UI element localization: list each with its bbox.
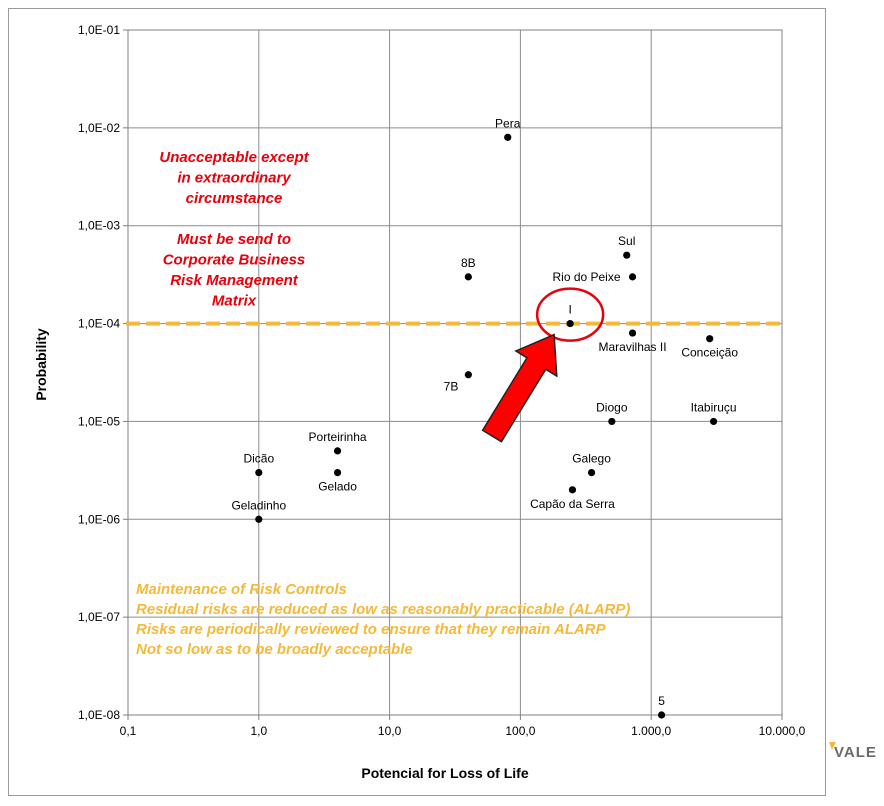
data-point-label: I xyxy=(568,303,571,317)
data-point-label: Capão da Serra xyxy=(530,497,615,511)
chart-frame xyxy=(8,8,826,796)
data-point-label: 5 xyxy=(658,694,665,708)
data-point xyxy=(255,468,263,477)
red-annotation-line: Unacceptable except xyxy=(159,149,309,166)
y-tick-label: 1,0E-04 xyxy=(78,317,120,331)
data-point xyxy=(628,273,637,281)
vale-logo-mark xyxy=(829,742,836,750)
data-point-label: 7B xyxy=(444,380,459,394)
data-point xyxy=(255,515,263,523)
highlight-arrow xyxy=(481,333,558,443)
data-point xyxy=(333,447,342,455)
data-point-label: Diogo xyxy=(596,400,628,414)
highlight-circle xyxy=(535,287,605,342)
y-tick-label: 1,0E-08 xyxy=(78,708,120,722)
vale-logo-text: VALE xyxy=(834,744,877,761)
data-point-label: Rio do Peixe xyxy=(552,270,620,284)
data-point-label: Geladinho xyxy=(231,498,286,512)
data-point-label: Sul xyxy=(618,234,635,248)
data-point-label: Conceição xyxy=(681,346,738,360)
data-point xyxy=(710,417,718,426)
data-point xyxy=(657,711,666,719)
red-annotation-line: Corporate Business xyxy=(163,252,306,269)
data-point xyxy=(568,486,577,494)
y-tick-label: 1,0E-03 xyxy=(78,219,120,233)
red-annotation-line: Risk Management xyxy=(170,272,299,289)
red-annotation-line: Must be send to xyxy=(177,231,291,248)
x-tick-label: 10,0 xyxy=(378,724,402,738)
y-tick-label: 1,0E-07 xyxy=(78,610,120,624)
red-annotation-line: Matrix xyxy=(212,293,257,310)
red-annotation-line: in extraordinary xyxy=(177,170,291,187)
y-axis-title: Probability xyxy=(33,328,49,401)
data-point xyxy=(628,329,637,337)
x-tick-label: 0,1 xyxy=(120,724,137,738)
red-annotation-line: circumstance xyxy=(186,190,283,207)
data-point-label: Dicão xyxy=(243,452,274,466)
data-point xyxy=(706,335,714,343)
x-tick-label: 100,0 xyxy=(505,724,535,738)
yellow-annotation-line: Residual risks are reduced as low as rea… xyxy=(136,601,630,618)
data-point-label: Itabiruçu xyxy=(691,400,737,414)
plot-area-border xyxy=(127,29,783,716)
yellow-annotation-line: Risks are periodically reviewed to ensur… xyxy=(136,621,607,638)
y-tick-label: 1,0E-02 xyxy=(78,121,120,135)
x-axis-title: Potencial for Loss of Life xyxy=(361,765,528,781)
x-tick-label: 10.000,0 xyxy=(759,724,806,738)
highlight-layer xyxy=(481,287,605,443)
note-layer: Unacceptable except in extraordinary circu… xyxy=(136,149,630,658)
x-tick-label: 1.000,0 xyxy=(631,724,671,738)
data-point-label: Galego xyxy=(572,452,611,466)
data-point xyxy=(464,273,472,281)
data-point xyxy=(608,417,616,426)
data-point-label: Maravilhas II xyxy=(599,340,667,354)
data-point-label: Gelado xyxy=(318,480,357,494)
yellow-annotation-line: Not so low as to be broadly acceptable xyxy=(136,641,413,658)
data-point xyxy=(464,371,472,379)
x-tick-label: 1,0 xyxy=(250,724,267,738)
y-tick-label: 1,0E-06 xyxy=(78,512,120,526)
data-point-label: Porteirinha xyxy=(309,430,367,444)
data-point-label: Pera xyxy=(495,116,521,130)
y-tick-label: 1,0E-01 xyxy=(78,23,120,37)
data-point-label: 8B xyxy=(461,256,476,270)
data-point xyxy=(623,251,631,259)
data-point xyxy=(504,133,512,141)
axis-layer: 0,1 1,0 10,0 100,0 1.000,0 10.000,0 1,0E-01 1,0… xyxy=(78,23,806,738)
yellow-annotation-line: Maintenance of Risk Controls xyxy=(136,581,347,598)
data-point xyxy=(566,319,574,328)
point-layer: Pera 8B Sul Rio do Peixe I Maravilhas II Conce… xyxy=(231,116,738,719)
y-tick-label: 1,0E-05 xyxy=(78,414,120,428)
data-point xyxy=(587,468,596,477)
data-point xyxy=(333,468,342,477)
